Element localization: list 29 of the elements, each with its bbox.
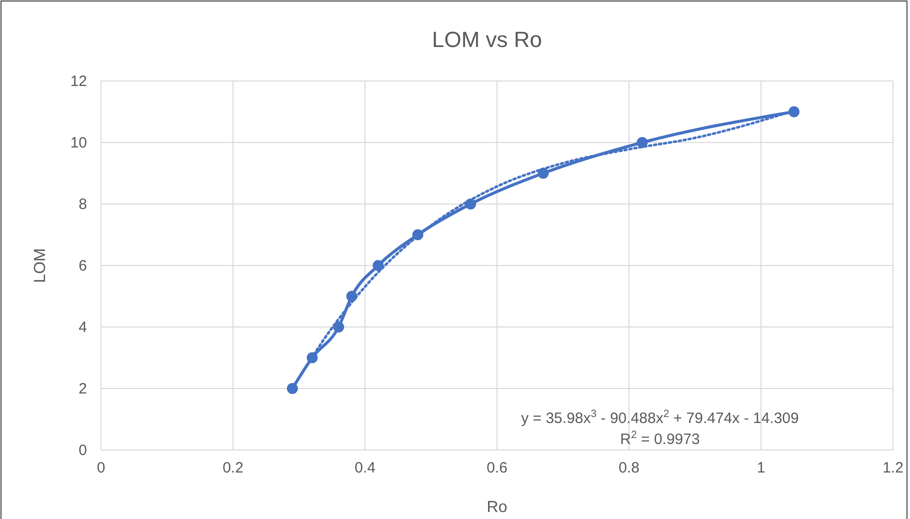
x-tick-label: 0.8	[618, 460, 640, 477]
y-axis-title: LOM	[32, 248, 49, 283]
x-tick-label: 1	[756, 460, 766, 477]
point	[636, 137, 648, 148]
point	[346, 290, 358, 302]
x-axis-title: Ro	[486, 499, 508, 516]
annotation: R$^{2}$ = 0.9973	[620, 429, 700, 448]
y-tick-label: 2	[78, 380, 87, 398]
point	[306, 352, 318, 364]
point	[372, 260, 384, 271]
y-tick-label: 6	[78, 257, 87, 274]
annotation: y = 35.98x$^{3}$ - 90.488x$^{2}$ + 79.474x - 14.309	[521, 408, 799, 427]
x-tick-label: 1.2	[882, 460, 904, 477]
point	[286, 383, 298, 394]
point	[412, 229, 424, 240]
y-tick-label: 8	[78, 196, 87, 213]
x-tick-label: 0.4	[354, 460, 376, 477]
x-tick-label: 0	[96, 460, 106, 477]
point	[465, 198, 476, 210]
x-tick-label: 0.2	[222, 460, 244, 477]
y-tick-label: 12	[70, 72, 87, 90]
point	[538, 168, 549, 179]
point	[333, 322, 344, 332]
point	[788, 106, 800, 118]
x-tick-label: 0.6	[486, 460, 508, 477]
y-tick-label: 10	[70, 134, 87, 152]
y-tick-label: 0	[78, 442, 87, 459]
y-tick-label: 4	[78, 318, 87, 336]
chart-title: LOM vs Ro	[432, 27, 542, 52]
